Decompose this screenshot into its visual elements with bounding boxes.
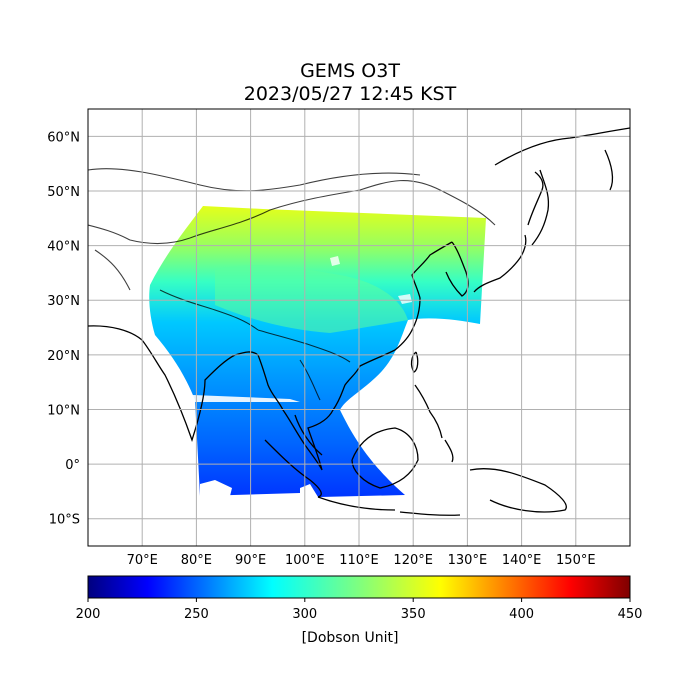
lat-tick-label: 60°N xyxy=(47,130,80,145)
lon-tick-label: 140°E xyxy=(502,553,542,568)
colorbar-tick-label: 300 xyxy=(292,607,317,622)
map-title: GEMS O3T xyxy=(300,60,400,82)
lat-tick-label: 50°N xyxy=(47,185,80,200)
colorbar-tick-label: 350 xyxy=(401,607,426,622)
coastlines xyxy=(88,127,630,516)
colorbar xyxy=(87,575,631,599)
lon-tick-label: 100°E xyxy=(285,553,325,568)
lon-tick-label: 70°E xyxy=(127,553,158,568)
ozone-swath xyxy=(149,206,487,497)
lat-tick-label: 10°S xyxy=(49,513,80,528)
gridlines xyxy=(88,109,630,546)
colorbar-tick-label: 400 xyxy=(509,607,534,622)
lon-tick-label: 130°E xyxy=(448,553,488,568)
lon-tick-label: 120°E xyxy=(393,553,433,568)
map-timestamp: 2023/05/27 12:45 KST xyxy=(243,83,457,105)
lat-tick-label: 20°N xyxy=(47,349,80,364)
lat-tick-label: 40°N xyxy=(47,240,80,255)
lat-tick-label: 30°N xyxy=(47,294,80,309)
lon-tick-label: 90°E xyxy=(235,553,266,568)
lon-tick-label: 80°E xyxy=(181,553,212,568)
map-frame xyxy=(87,108,631,547)
borders xyxy=(88,168,496,401)
colorbar-tick-label: 450 xyxy=(618,607,643,622)
lon-tick-label: 150°E xyxy=(556,553,596,568)
colorbar-tick-label: 250 xyxy=(184,607,209,622)
colorbar-tick-label: 200 xyxy=(76,607,101,622)
lon-tick-label: 110°E xyxy=(339,553,379,568)
colorbar-unit-label: [Dobson Unit] xyxy=(301,630,399,646)
lat-tick-label: 10°N xyxy=(47,403,80,418)
lat-tick-label: 0° xyxy=(65,458,80,473)
